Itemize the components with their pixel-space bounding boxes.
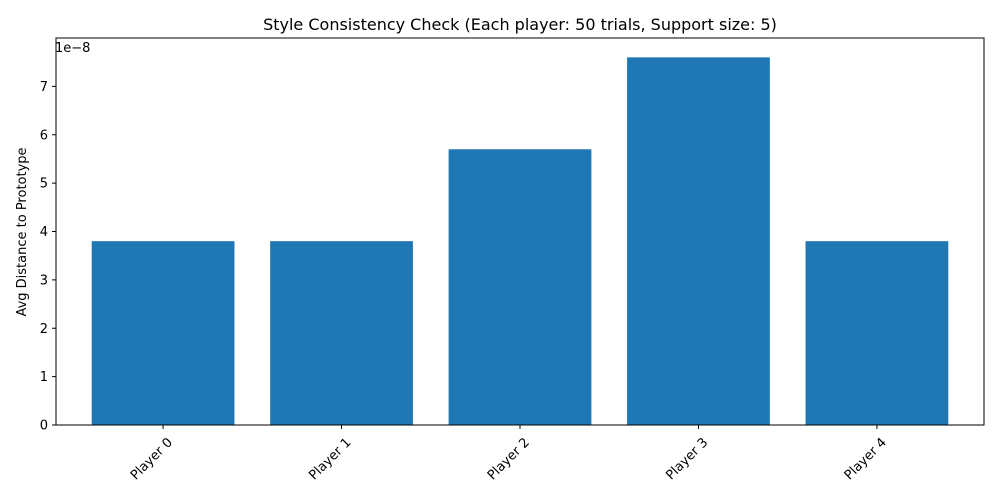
bar-player-0 [91, 241, 235, 425]
plot-frame [55, 37, 985, 426]
y-tick-label: 6 [40, 128, 48, 143]
x-axis: Player 0 Player 1 Player 2 Player 3 Player 4 [128, 425, 890, 483]
y-axis: 0 1 2 3 4 5 6 7 [40, 80, 56, 434]
bar-player-2 [448, 149, 592, 425]
y-offset-label: 1e−8 [55, 41, 90, 56]
y-tick-label: 5 [40, 177, 48, 192]
y-tick-label: 1 [40, 370, 48, 385]
x-tick-label: Player 3 [663, 435, 711, 483]
bar-player-3 [627, 57, 770, 425]
x-tick-label: Player 1 [306, 435, 354, 483]
bars-group [91, 57, 949, 425]
bar-player-4 [805, 241, 949, 425]
y-tick-label: 0 [40, 419, 48, 434]
chart-title: Style Consistency Check (Each player: 50… [263, 15, 777, 34]
x-tick-label: Player 4 [842, 435, 890, 483]
x-tick-label: Player 0 [128, 435, 176, 483]
bar-player-1 [270, 241, 413, 425]
y-tick-label: 4 [40, 225, 48, 240]
y-axis-label: Avg Distance to Prototype [15, 147, 30, 316]
y-tick-label: 7 [40, 80, 48, 95]
y-tick-label: 3 [40, 273, 48, 288]
x-tick-label: Player 2 [485, 435, 533, 483]
y-tick-label: 2 [40, 322, 48, 337]
